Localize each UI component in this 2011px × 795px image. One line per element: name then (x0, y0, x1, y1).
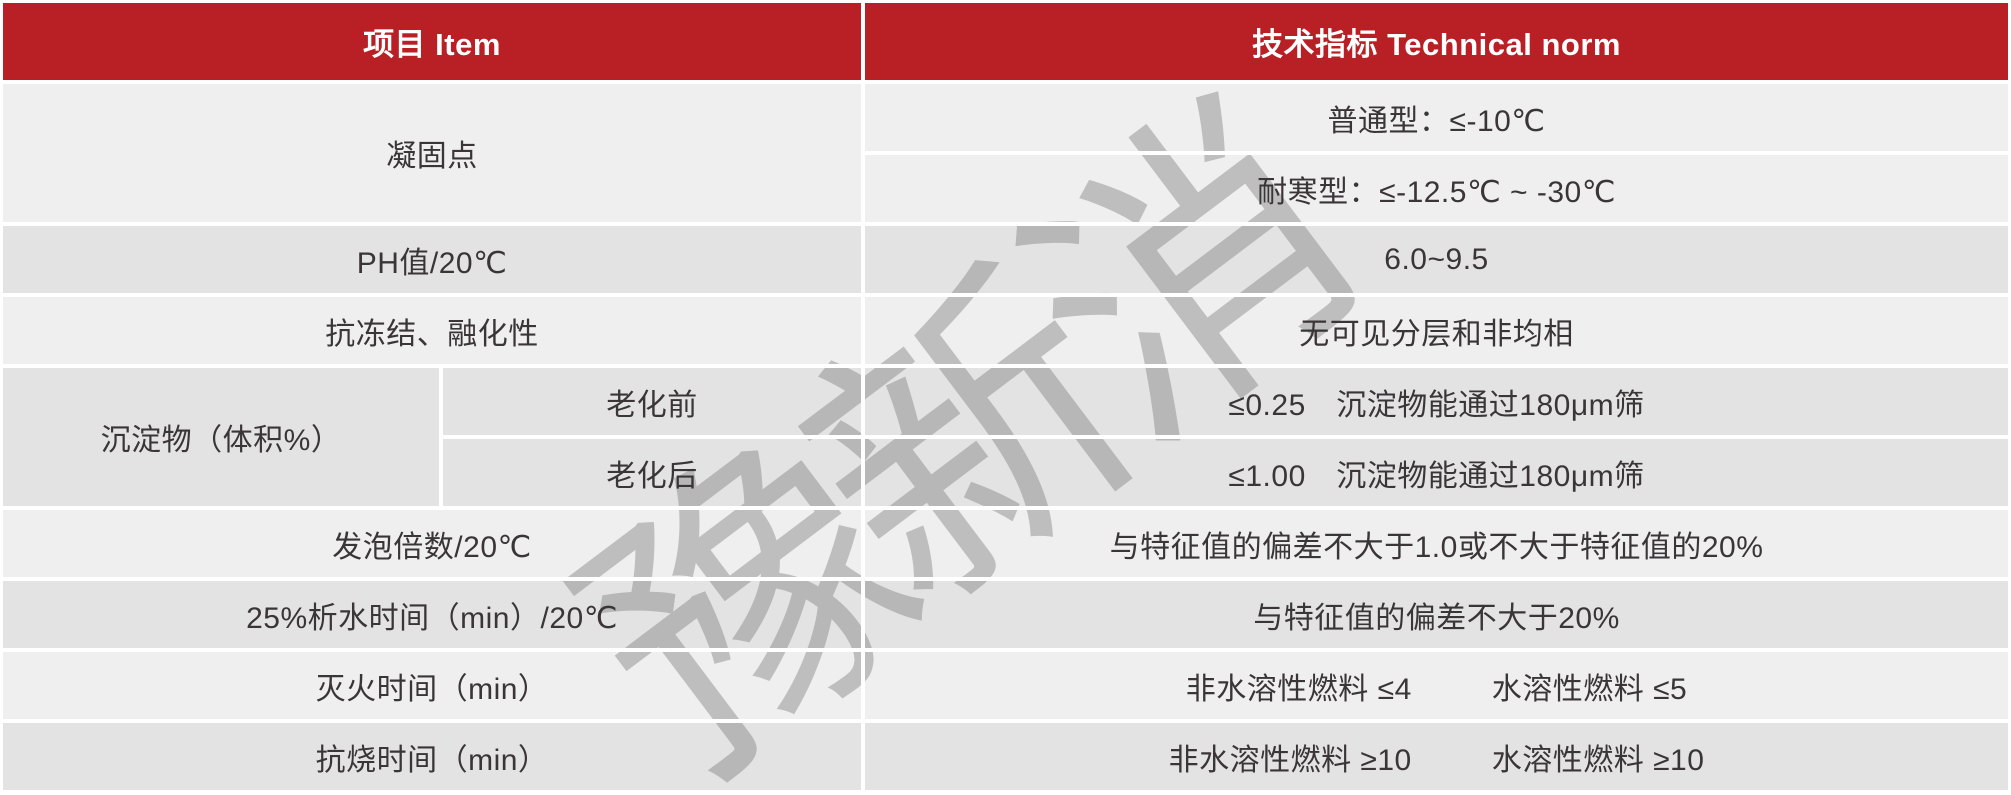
cell-sediment-after-aging-label: 老化后 (443, 439, 861, 506)
cell-ph-value: 6.0~9.5 (865, 226, 2008, 293)
cell-foaming-ratio-value: 与特征值的偏差不大于1.0或不大于特征值的20% (865, 510, 2008, 577)
cell-burnback-time-label: 抗烧时间（min） (3, 723, 861, 790)
cell-freezing-point-cold-resistant-type: 耐寒型：≤-12.5℃ ~ -30℃ (865, 155, 2008, 222)
cell-sediment-before-aging-label: 老化前 (443, 368, 861, 435)
cell-freeze-thaw-value: 无可见分层和非均相 (865, 297, 2008, 364)
cell-sediment-label: 沉淀物（体积%） (3, 368, 439, 506)
cell-sediment-before-aging-value: ≤0.25 沉淀物能通过180μm筛 (865, 368, 2008, 435)
cell-ph-label: PH值/20℃ (3, 226, 861, 293)
cell-burnback-time-values: 非水溶性燃料 ≥10 水溶性燃料 ≥10 (865, 723, 2008, 790)
header-technical-norm: 技术指标 Technical norm (865, 3, 2008, 80)
cell-freezing-point-normal-type: 普通型：≤-10℃ (865, 84, 2008, 151)
spec-table: 项目 Item 技术指标 Technical norm 凝固点 普通型：≤-10… (3, 3, 2008, 790)
cell-drainage-time-value: 与特征值的偏差不大于20% (865, 581, 2008, 648)
cell-extinguishing-time-values: 非水溶性燃料 ≤4 水溶性燃料 ≤5 (865, 652, 2008, 719)
cell-foaming-ratio-label: 发泡倍数/20℃ (3, 510, 861, 577)
cell-freezing-point-label: 凝固点 (3, 84, 861, 222)
cell-freeze-thaw-label: 抗冻结、融化性 (3, 297, 861, 364)
cell-extinguishing-time-label: 灭火时间（min） (3, 652, 861, 719)
header-item: 项目 Item (3, 3, 861, 80)
cell-sediment-after-aging-value: ≤1.00 沉淀物能通过180μm筛 (865, 439, 2008, 506)
cell-drainage-time-label: 25%析水时间（min）/20℃ (3, 581, 861, 648)
